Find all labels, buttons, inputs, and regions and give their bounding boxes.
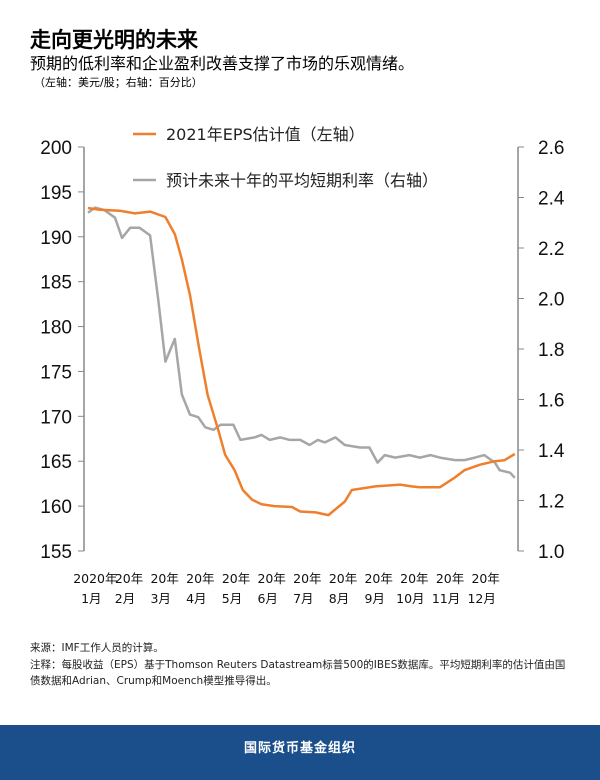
- x-tick-label-year: 2020年: [73, 571, 117, 586]
- right-tick-label: 1.0: [538, 542, 564, 563]
- x-tick-label-month: 6月: [257, 591, 277, 606]
- right-tick-label: 1.6: [538, 391, 564, 412]
- legend-label-eps: 2021年EPS估计值（左轴）: [166, 125, 365, 144]
- right-tick-label: 1.4: [538, 441, 565, 462]
- x-tick-label-month: 3月: [150, 591, 170, 606]
- x-tick-label-month: 8月: [329, 591, 349, 606]
- left-tick-label: 155: [40, 542, 72, 563]
- series-line-rate: [87, 206, 516, 479]
- right-tick-label: 1.2: [538, 492, 564, 513]
- right-tick-label: 2.2: [538, 239, 564, 260]
- x-tick-label-month: 4月: [186, 591, 206, 606]
- x-tick-label-year: 20年: [150, 571, 178, 586]
- right-tick-label: 2.0: [538, 290, 564, 311]
- left-tick-label: 165: [40, 452, 72, 473]
- right-tick-label: 2.6: [538, 138, 564, 159]
- x-tick-label-month: 5月: [222, 591, 242, 606]
- x-tick-label-month: 10月: [396, 591, 424, 606]
- x-tick-label-month: 12月: [467, 591, 495, 606]
- x-tick-label-month: 7月: [293, 591, 313, 606]
- left-tick-label: 200: [40, 138, 72, 159]
- x-tick-label-year: 20年: [436, 571, 464, 586]
- x-tick-label-year: 20年: [293, 571, 321, 586]
- left-tick-label: 195: [40, 183, 72, 204]
- source-note: 来源：IMF工作人员的计算。: [30, 642, 164, 654]
- left-tick-label: 160: [40, 497, 72, 518]
- left-tick-label: 185: [40, 273, 72, 294]
- x-tick-label-year: 20年: [115, 571, 143, 586]
- imf-footer: 国际货币基金组织: [0, 725, 600, 780]
- right-tick-label: 1.8: [538, 340, 564, 361]
- x-tick-label-month: 11月: [432, 591, 460, 606]
- line-chart: 155 160 165 170 175 180 185 190 195 200 1.0 1.2 1.4 1…: [40, 125, 565, 606]
- x-tick-label-month: 9月: [364, 591, 384, 606]
- units-label: （左轴：美元/股；右轴：百分比）: [34, 76, 203, 89]
- right-tick-label: 2.4: [538, 189, 565, 210]
- left-tick-label: 170: [40, 407, 72, 428]
- x-tick-label-year: 20年: [471, 571, 499, 586]
- footnote: 注释：每股收益（EPS）基于Thomson Reuters Datastream…: [30, 659, 566, 687]
- legend-label-rate: 预计未来十年的平均短期利率（右轴）: [166, 171, 438, 190]
- left-tick-label: 180: [40, 318, 72, 339]
- x-tick-label-year: 20年: [400, 571, 428, 586]
- x-tick-label-year: 20年: [329, 571, 357, 586]
- x-tick-label-year: 20年: [364, 571, 392, 586]
- legend: 2021年EPS估计值（左轴） 预计未来十年的平均短期利率（右轴）: [133, 125, 438, 190]
- x-tick-label-year: 20年: [186, 571, 214, 586]
- x-tick-label-month: 2月: [115, 591, 135, 606]
- left-tick-label: 190: [40, 228, 72, 249]
- x-tick-label-year: 20年: [257, 571, 285, 586]
- chart-subtitle: 预期的低利率和企业盈利改善支撑了市场的乐观情绪。: [30, 54, 415, 73]
- x-tick-label-month: 1月: [81, 591, 101, 606]
- left-tick-label: 175: [40, 362, 72, 383]
- chart-title: 走向更光明的未来: [30, 28, 198, 52]
- x-tick-label-year: 20年: [222, 571, 250, 586]
